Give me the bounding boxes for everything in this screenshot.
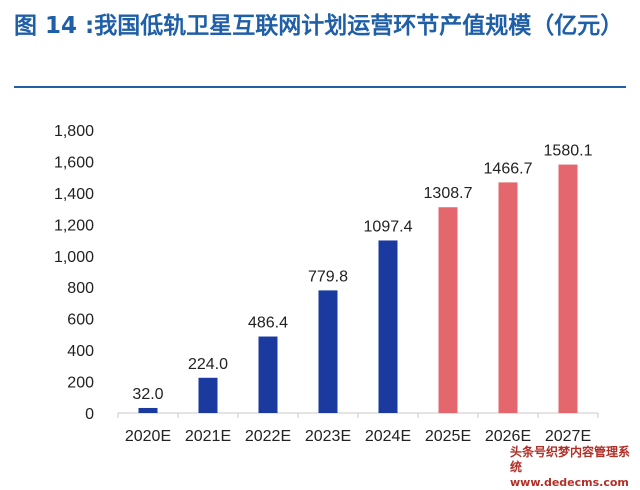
- bar-2021E: [198, 377, 218, 413]
- x-tick-label: 2020E: [125, 428, 171, 445]
- value-label: 1097.4: [364, 218, 413, 235]
- x-tick-label: 2021E: [185, 428, 231, 445]
- watermark-line1: 头条号织梦内容管理系统: [510, 445, 631, 474]
- bar-2020E: [138, 407, 158, 413]
- value-labels: 32.0 224.0 486.4 779.8 1097.4 1308.7 1466.7 158…: [132, 143, 592, 403]
- x-axis-labels: 2020E 2021E 2022E 2023E 2024E 2025E 2026E 2027E: [125, 428, 591, 445]
- y-tick-label: 400: [67, 343, 94, 360]
- bars: [138, 164, 578, 413]
- y-tick-label: 0: [85, 406, 94, 423]
- bar-2026E: [498, 182, 518, 413]
- value-label: 224.0: [188, 356, 228, 373]
- bar-2025E: [438, 207, 458, 413]
- x-axis-ticks: [117, 413, 599, 418]
- bar-2022E: [258, 336, 278, 413]
- y-axis-labels: 0 200 400 600 800 1,000 1,200 1,400 1,600 1,800: [54, 123, 94, 423]
- y-tick-label: 800: [67, 280, 94, 297]
- x-tick-label: 2026E: [485, 428, 531, 445]
- x-tick-label: 2023E: [305, 428, 351, 445]
- bar-2023E: [318, 290, 338, 413]
- value-label: 486.4: [248, 315, 288, 332]
- y-tick-label: 600: [67, 312, 94, 329]
- x-tick-label: 2025E: [425, 428, 471, 445]
- y-tick-label: 1,200: [54, 217, 94, 234]
- bar-2024E: [378, 240, 398, 413]
- value-label: 779.8: [308, 268, 348, 285]
- y-tick-label: 1,000: [54, 249, 94, 266]
- value-label: 1308.7: [424, 185, 473, 202]
- y-tick-label: 1,800: [54, 123, 94, 140]
- title-underline: [14, 86, 626, 88]
- value-label: 1580.1: [544, 143, 593, 160]
- y-tick-label: 200: [67, 375, 94, 392]
- x-tick-label: 2024E: [365, 428, 411, 445]
- bar-2027E: [558, 164, 578, 413]
- watermark-url: www.dedecms.com: [510, 476, 629, 489]
- y-tick-label: 1,400: [54, 186, 94, 203]
- value-label: 32.0: [132, 386, 163, 403]
- y-tick-label: 1,600: [54, 154, 94, 171]
- value-label: 1466.7: [484, 160, 533, 177]
- x-tick-label: 2027E: [545, 428, 591, 445]
- x-tick-label: 2022E: [245, 428, 291, 445]
- watermark: 头条号织梦内容管理系统 www.dedecms.com: [510, 445, 638, 489]
- figure-title: 图 14 :我国低轨卫星互联网计划运营环节产值规模（亿元）: [14, 13, 624, 39]
